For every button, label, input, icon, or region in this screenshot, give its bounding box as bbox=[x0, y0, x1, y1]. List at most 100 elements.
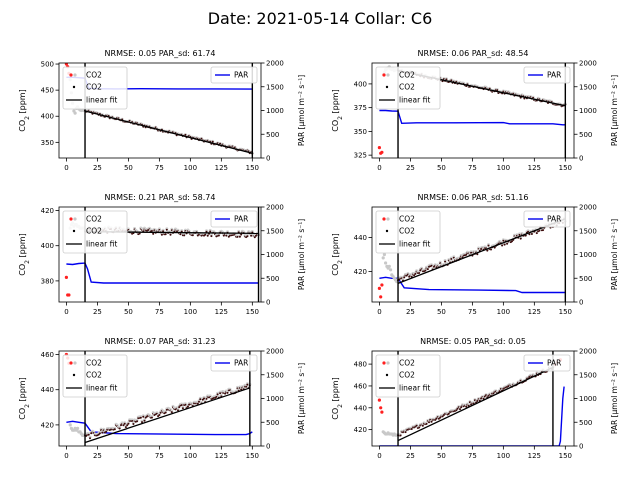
legend-marker-co2 bbox=[72, 229, 76, 233]
co2-point bbox=[219, 392, 222, 395]
legend-box bbox=[375, 210, 441, 254]
co2-point bbox=[118, 427, 121, 430]
legend-marker-excluded bbox=[69, 73, 73, 77]
y2-tick-label: 500 bbox=[579, 419, 592, 427]
legend-right: PAR bbox=[210, 66, 258, 84]
co2-point bbox=[160, 233, 163, 236]
co2-point bbox=[465, 253, 468, 256]
y-tick-label: 350 bbox=[41, 139, 54, 147]
co2-point bbox=[493, 246, 496, 249]
x-tick-label: 25 bbox=[406, 308, 415, 316]
excluded-point bbox=[380, 283, 384, 287]
co2-point bbox=[224, 392, 227, 395]
panel-title: NRMSE: 0.07 PAR_sd: 31.23 bbox=[105, 337, 216, 346]
x-tick-label: 75 bbox=[155, 452, 164, 460]
excluded-point bbox=[389, 268, 393, 272]
legend-label: CO2 bbox=[86, 71, 102, 80]
legend-marker-excluded bbox=[73, 217, 77, 221]
x-tick-label: 0 bbox=[377, 164, 381, 172]
co2-point bbox=[131, 420, 134, 422]
legend-box bbox=[62, 210, 128, 254]
co2-point bbox=[191, 234, 194, 237]
par-line bbox=[66, 262, 259, 284]
y-axis-label: CO2 [ppm] bbox=[331, 377, 344, 419]
co2-point bbox=[138, 232, 141, 235]
x-tick-label: 150 bbox=[246, 164, 259, 172]
y-tick-label: 460 bbox=[41, 351, 54, 359]
panel-title: NRMSE: 0.05 PAR_sd: 0.05 bbox=[420, 337, 526, 346]
y2-tick-label: 1500 bbox=[266, 371, 284, 379]
x-tick-label: 25 bbox=[93, 452, 102, 460]
legend-box bbox=[210, 66, 258, 84]
legend-label: CO2 bbox=[399, 71, 415, 80]
y2-tick-label: 0 bbox=[579, 299, 583, 307]
y2-axis-label: PAR [μmol m⁻² s⁻¹] bbox=[297, 363, 306, 434]
x-tick-label: 0 bbox=[377, 452, 381, 460]
co2-point bbox=[542, 229, 544, 232]
co2-point bbox=[502, 239, 505, 242]
co2-point bbox=[178, 406, 181, 409]
co2-point bbox=[205, 230, 208, 233]
y-tick-label: 460 bbox=[354, 382, 367, 390]
x-tick-label: 75 bbox=[468, 308, 477, 316]
excluded-point bbox=[380, 150, 384, 154]
y2-axis-label: PAR [μmol m⁻² s⁻¹] bbox=[297, 75, 306, 146]
x-tick-label: 150 bbox=[559, 164, 572, 172]
y2-tick-label: 0 bbox=[266, 443, 270, 451]
co2-point bbox=[441, 415, 444, 418]
co2-point bbox=[226, 391, 229, 394]
legend-box bbox=[210, 210, 258, 228]
y-tick-label: 400 bbox=[41, 242, 54, 250]
co2-point bbox=[487, 244, 490, 247]
co2-point bbox=[165, 228, 168, 231]
x-tick-label: 50 bbox=[437, 308, 446, 316]
y2-tick-label: 500 bbox=[579, 275, 592, 283]
co2-point bbox=[413, 274, 416, 277]
co2-point bbox=[144, 416, 147, 419]
co2-point bbox=[428, 421, 430, 424]
co2-point bbox=[204, 233, 207, 236]
excluded-point bbox=[64, 63, 68, 66]
legend-label: PAR bbox=[547, 215, 561, 224]
co2-point bbox=[450, 258, 453, 260]
legend-label: linear fit bbox=[399, 96, 430, 105]
co2-point bbox=[196, 402, 199, 405]
y2-axis-label: PAR [μmol m⁻² s⁻¹] bbox=[610, 219, 619, 290]
co2-point bbox=[123, 422, 126, 425]
legend-left: CO2 CO2 linear fit bbox=[375, 210, 441, 254]
legend-left: CO2 CO2 linear fit bbox=[375, 66, 441, 110]
legend-marker-excluded bbox=[382, 217, 386, 221]
co2-point bbox=[245, 385, 248, 388]
co2-point bbox=[465, 405, 468, 408]
co2-point bbox=[430, 264, 433, 267]
y-tick-label: 440 bbox=[41, 386, 54, 394]
y-axis-label: CO2 [ppm] bbox=[18, 89, 31, 131]
y2-tick-label: 1000 bbox=[266, 395, 284, 403]
y2-tick-label: 1000 bbox=[579, 107, 597, 115]
legend-label: linear fit bbox=[86, 384, 117, 393]
co2-point bbox=[437, 417, 440, 420]
legend-label: PAR bbox=[547, 71, 561, 80]
par-line bbox=[379, 109, 566, 126]
x-tick-label: 125 bbox=[528, 452, 541, 460]
co2-point bbox=[101, 431, 104, 434]
co2-point bbox=[238, 235, 241, 238]
excluded-point bbox=[64, 275, 68, 279]
co2-point bbox=[158, 414, 161, 416]
linear-fit-line bbox=[84, 110, 253, 154]
co2-point bbox=[418, 426, 421, 429]
excluded-point bbox=[76, 426, 80, 430]
legend-box bbox=[523, 354, 571, 372]
linear-fit-line bbox=[397, 218, 566, 284]
excluded-point bbox=[379, 295, 383, 299]
co2-point bbox=[164, 411, 167, 414]
co2-point bbox=[506, 242, 509, 245]
co2-point bbox=[124, 426, 127, 429]
y2-tick-label: 500 bbox=[579, 131, 592, 139]
co2-point bbox=[183, 234, 186, 237]
legend-marker-excluded bbox=[73, 73, 77, 77]
y2-tick-label: 2000 bbox=[266, 348, 284, 356]
legend-label: linear fit bbox=[399, 240, 430, 249]
legend-right: PAR bbox=[210, 354, 258, 372]
x-tick-label: 150 bbox=[246, 452, 259, 460]
